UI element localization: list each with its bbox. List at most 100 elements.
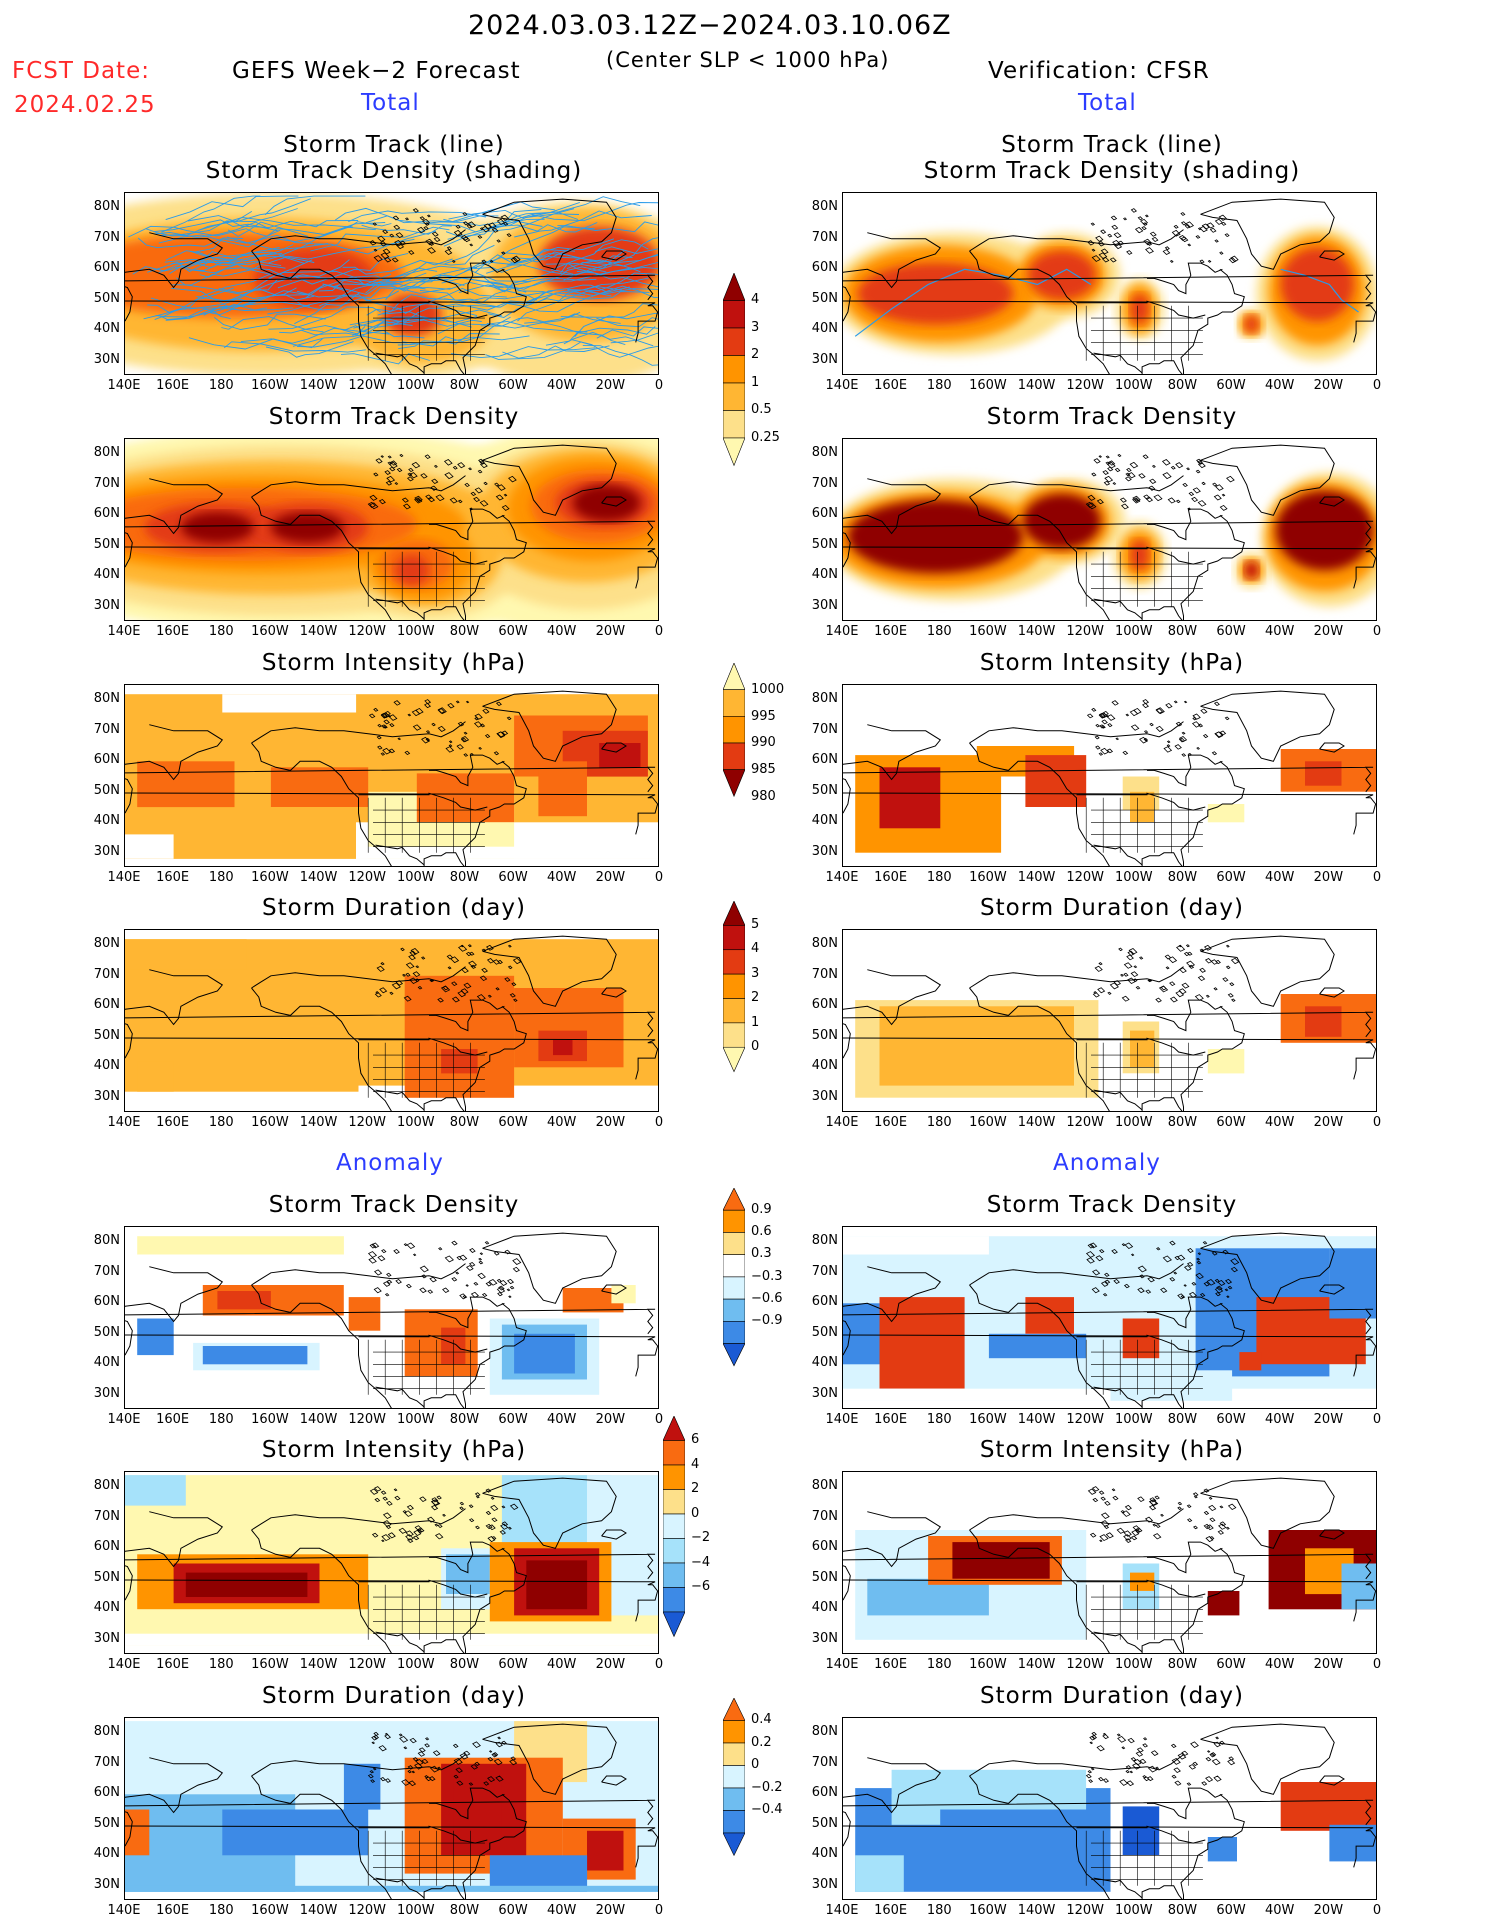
lon-tick-label: 20W <box>1313 624 1344 639</box>
lon-tick-label: 140E <box>107 1412 141 1427</box>
lat-tick-label: 50N <box>93 536 120 552</box>
panel-title: Storm Track Density (shading) <box>923 158 1301 184</box>
lat-tick-label: 50N <box>93 290 120 306</box>
shaded-field <box>855 994 1376 1098</box>
shaded-field <box>855 1530 1376 1640</box>
lat-tick-label: 60N <box>93 260 120 276</box>
lon-tick-label: 120W <box>348 378 386 393</box>
lon-tick-label: 100W <box>1114 378 1153 393</box>
lon-tick-label: 160W <box>969 378 1007 393</box>
colorbar-label: 0 <box>751 1757 760 1772</box>
lat-tick-label: 80N <box>93 1724 120 1740</box>
lon-tick-label: 80W <box>1167 1115 1198 1130</box>
lon-tick-label: 180 <box>926 870 952 885</box>
lat-tick-label: 30N <box>93 351 120 367</box>
lat-tick-label: 40N <box>811 1600 838 1616</box>
colorbar-label: 4 <box>751 292 760 307</box>
lat-tick-label: 80N <box>93 199 120 215</box>
panel-title: Storm Intensity (hPa) <box>979 1437 1245 1463</box>
lat-tick-label: 50N <box>93 782 120 798</box>
lon-tick-label: 100W <box>396 870 435 885</box>
shaded-field <box>125 1475 658 1646</box>
coastlines <box>125 198 658 374</box>
coastlines <box>843 1232 1376 1408</box>
lon-tick-label: 140E <box>825 1657 859 1672</box>
lon-tick-label: 160E <box>156 1412 190 1427</box>
lon-tick-label: 60W <box>498 624 528 639</box>
lon-tick-label: 0 <box>654 1657 664 1672</box>
lon-tick-label: 40W <box>1265 870 1295 885</box>
right-column-title: Verification: CFSR <box>988 58 1210 84</box>
anom-intensity-colorbar-bar <box>663 1415 685 1637</box>
lon-tick-label: 100W <box>396 624 435 639</box>
lon-tick-label: 20W <box>595 1115 626 1130</box>
colorbar-label: 1000 <box>751 682 785 697</box>
lat-tick-label: 60N <box>811 1294 838 1310</box>
lat-tick-label: 30N <box>811 843 838 859</box>
map-panel-verification-4 <box>842 929 1377 1112</box>
lat-tick-label: 30N <box>93 1385 120 1401</box>
coastlines <box>125 1477 658 1653</box>
lat-tick-label: 80N <box>811 1724 838 1740</box>
lat-tick-label: 60N <box>93 1539 120 1555</box>
map-panel-forecast-2 <box>124 438 659 621</box>
colorbar-label: 995 <box>751 708 776 724</box>
lon-tick-label: 160E <box>156 870 190 885</box>
lon-tick-label: 60W <box>498 870 528 885</box>
lat-tick-label: 60N <box>811 752 838 768</box>
lat-tick-label: 50N <box>93 1324 120 1340</box>
colorbar-label: 0.5 <box>751 402 772 417</box>
lon-tick-label: 160W <box>969 1412 1007 1427</box>
colorbar-label: 980 <box>751 788 776 804</box>
lat-tick-label: 50N <box>811 1324 838 1340</box>
colorbar-label: 4 <box>751 941 760 957</box>
panel-title: Storm Track Density <box>268 1192 520 1218</box>
lon-tick-label: 40W <box>1265 1903 1295 1918</box>
lon-tick-label: 160E <box>156 624 190 639</box>
lat-tick-label: 40N <box>811 1355 838 1371</box>
lat-tick-label: 70N <box>811 1508 838 1524</box>
lon-tick-label: 60W <box>498 1412 528 1427</box>
colorbar-label: 0.9 <box>751 1202 772 1217</box>
lon-tick-label: 0 <box>654 1115 664 1130</box>
lat-tick-label: 70N <box>811 229 838 245</box>
left-total-label: Total <box>361 90 420 116</box>
lon-tick-label: 140W <box>1017 1115 1056 1130</box>
lat-tick-label: 80N <box>93 1233 120 1249</box>
lat-tick-label: 30N <box>93 843 120 859</box>
panel-title: Storm Duration (day) <box>262 895 526 921</box>
colorbar-label: −6 <box>691 1579 711 1594</box>
lon-tick-label: 100W <box>396 1115 435 1130</box>
lon-tick-label: 100W <box>1114 624 1153 639</box>
lon-tick-label: 0 <box>654 870 664 885</box>
lon-tick-label: 20W <box>1313 378 1344 393</box>
lat-tick-label: 60N <box>93 752 120 768</box>
colorbar-label: 0.3 <box>751 1246 772 1262</box>
colorbar-label: 2 <box>751 990 760 1006</box>
colorbar-label: −0.3 <box>751 1268 783 1284</box>
lat-tick-label: 80N <box>811 1478 838 1494</box>
lon-tick-label: 60W <box>498 1657 528 1672</box>
lon-tick-label: 20W <box>595 1657 626 1672</box>
lon-tick-label: 40W <box>1265 378 1295 393</box>
lon-tick-label: 140E <box>107 378 141 393</box>
lat-tick-label: 80N <box>93 691 120 707</box>
lat-tick-label: 50N <box>811 782 838 798</box>
lon-tick-label: 180 <box>926 1903 952 1918</box>
lon-tick-label: 160W <box>969 1903 1007 1918</box>
lon-tick-label: 60W <box>1216 1903 1246 1918</box>
colorbar-label: −2 <box>691 1530 711 1545</box>
coastlines <box>125 690 658 866</box>
lat-tick-label: 40N <box>93 1355 120 1371</box>
lat-tick-label: 80N <box>811 936 838 952</box>
left-anomaly-label: Anomaly <box>336 1150 444 1176</box>
lat-tick-label: 50N <box>811 536 838 552</box>
shaded-field <box>125 694 658 859</box>
lon-tick-label: 40W <box>547 1903 577 1918</box>
duration-colorbar-bar <box>723 900 745 1072</box>
lon-tick-label: 160W <box>251 870 289 885</box>
map-panel-forecast-5 <box>124 1226 659 1409</box>
intensity-colorbar-bar <box>723 663 745 798</box>
lon-tick-label: 160W <box>969 1115 1007 1130</box>
colorbar-label: 0.25 <box>751 429 780 445</box>
